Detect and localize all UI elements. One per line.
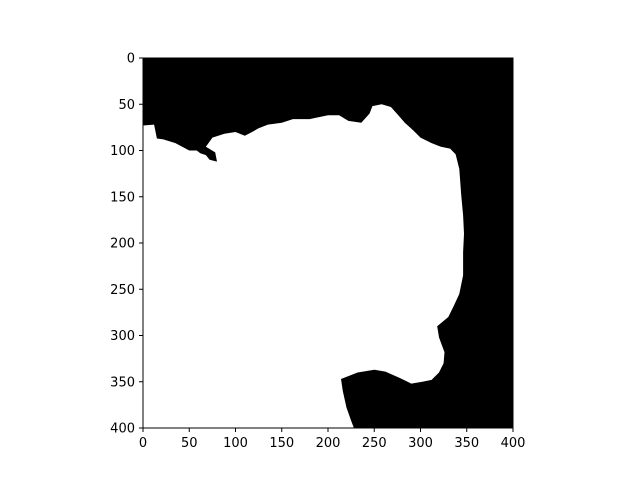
mask-region xyxy=(143,104,464,429)
y-tick-label: 250 xyxy=(110,283,135,298)
x-tick-label: 300 xyxy=(408,436,433,451)
y-tick-label: 400 xyxy=(110,422,135,437)
x-tick-label: 50 xyxy=(181,436,198,451)
x-tick-label: 200 xyxy=(316,436,341,451)
x-tick-label: 250 xyxy=(362,436,387,451)
x-tick-label: 150 xyxy=(269,436,294,451)
y-tick-label: 200 xyxy=(110,237,135,252)
x-tick-label: 100 xyxy=(223,436,248,451)
y-axis: 0 50 100 150 200 250 300 350 400 xyxy=(110,52,143,437)
x-axis: 0 50 100 150 200 250 300 350 400 xyxy=(139,428,526,451)
x-tick-label: 0 xyxy=(139,436,147,451)
y-tick-label: 150 xyxy=(110,190,135,205)
x-tick-label: 350 xyxy=(454,436,479,451)
plot-area xyxy=(142,57,514,429)
y-tick-label: 300 xyxy=(110,329,135,344)
x-tick-label: 400 xyxy=(501,436,526,451)
y-tick-label: 100 xyxy=(110,144,135,159)
y-tick-label: 0 xyxy=(127,52,135,67)
y-tick-label: 50 xyxy=(118,98,135,113)
y-tick-label: 350 xyxy=(110,375,135,390)
